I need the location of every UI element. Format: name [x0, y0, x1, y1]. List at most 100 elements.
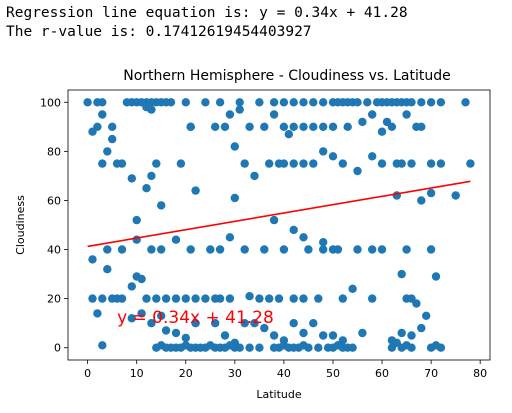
data-point: [333, 245, 343, 254]
data-point: [88, 255, 97, 264]
x-tick-label: 50: [326, 367, 340, 380]
data-point: [171, 294, 181, 303]
data-point: [240, 159, 249, 168]
data-point: [206, 245, 215, 254]
data-point: [127, 282, 136, 291]
data-point: [279, 98, 289, 107]
data-point: [186, 245, 195, 254]
data-point: [103, 265, 112, 274]
data-point: [225, 233, 235, 242]
data-point: [147, 245, 156, 254]
x-tick-label: 20: [179, 367, 193, 380]
data-point: [220, 122, 230, 131]
data-point: [225, 110, 235, 119]
data-point: [269, 331, 279, 340]
data-point: [250, 171, 259, 181]
data-point: [98, 98, 107, 107]
data-point: [363, 98, 372, 107]
data-point: [220, 331, 230, 340]
data-point: [230, 193, 239, 203]
data-point: [269, 110, 279, 119]
data-point: [108, 134, 117, 144]
data-point: [161, 326, 171, 335]
regression-line: [87, 180, 471, 248]
data-point: [299, 294, 308, 303]
data-point: [265, 294, 274, 303]
data-point: [407, 98, 416, 107]
data-point: [338, 294, 347, 303]
data-point: [348, 343, 357, 352]
data-point: [255, 294, 264, 303]
data-point: [461, 98, 470, 107]
data-point: [353, 245, 362, 254]
data-point: [368, 294, 377, 303]
data-point: [377, 159, 387, 168]
data-point: [319, 245, 328, 254]
data-point: [397, 269, 406, 279]
x-tick-label: 80: [473, 367, 487, 380]
data-point: [255, 98, 264, 107]
y-tick-label: 20: [47, 293, 61, 306]
data-point: [436, 343, 446, 352]
data-point: [142, 294, 151, 303]
data-point: [289, 294, 298, 303]
data-point: [215, 294, 225, 303]
data-point: [127, 174, 136, 183]
data-point: [147, 105, 156, 114]
data-point: [426, 98, 436, 107]
data-point: [83, 98, 92, 107]
data-point: [191, 319, 200, 328]
data-point: [451, 191, 460, 200]
data-point: [377, 245, 387, 254]
data-point: [412, 299, 421, 308]
data-point: [309, 159, 318, 168]
data-point: [117, 159, 127, 168]
data-point: [245, 122, 254, 131]
y-tick-label: 60: [47, 194, 61, 207]
data-point: [211, 319, 220, 328]
data-point: [422, 311, 431, 320]
data-point: [426, 159, 436, 168]
data-point: [157, 245, 166, 254]
data-point: [157, 311, 166, 320]
r-value-text: The r-value is: 0.17412619454403927: [6, 24, 312, 40]
data-point: [402, 110, 411, 119]
data-point: [279, 122, 289, 131]
data-point: [98, 110, 107, 119]
data-point: [299, 159, 308, 168]
data-point: [426, 188, 436, 198]
data-point: [289, 159, 298, 168]
data-point: [397, 328, 406, 338]
regression-annotation: y = 0.34x + 41.28: [117, 308, 274, 328]
x-tick-label: 30: [228, 367, 242, 380]
data-point: [181, 333, 190, 343]
data-point: [299, 122, 308, 131]
data-point: [368, 152, 377, 161]
console-output: Regression line equation is: y = 0.34x +…: [6, 4, 408, 42]
data-point: [240, 319, 249, 328]
data-point: [348, 284, 357, 293]
data-point: [191, 186, 200, 195]
data-point: [211, 122, 220, 131]
data-point: [319, 98, 328, 107]
x-tick-label: 40: [277, 367, 291, 380]
data-point: [166, 98, 176, 107]
data-point: [358, 328, 367, 338]
data-point: [127, 314, 136, 323]
data-point: [368, 110, 377, 119]
data-point: [161, 294, 171, 303]
points-layer: [83, 98, 475, 352]
data-point: [426, 245, 436, 254]
x-axis-label: Latitude: [256, 388, 302, 401]
data-point: [103, 147, 112, 156]
data-point: [186, 122, 195, 131]
data-point: [353, 98, 362, 107]
data-point: [215, 98, 225, 107]
data-point: [319, 122, 328, 131]
data-point: [284, 130, 293, 139]
data-point: [309, 122, 318, 131]
data-point: [117, 245, 127, 254]
data-point: [152, 159, 161, 168]
data-point: [260, 245, 269, 254]
